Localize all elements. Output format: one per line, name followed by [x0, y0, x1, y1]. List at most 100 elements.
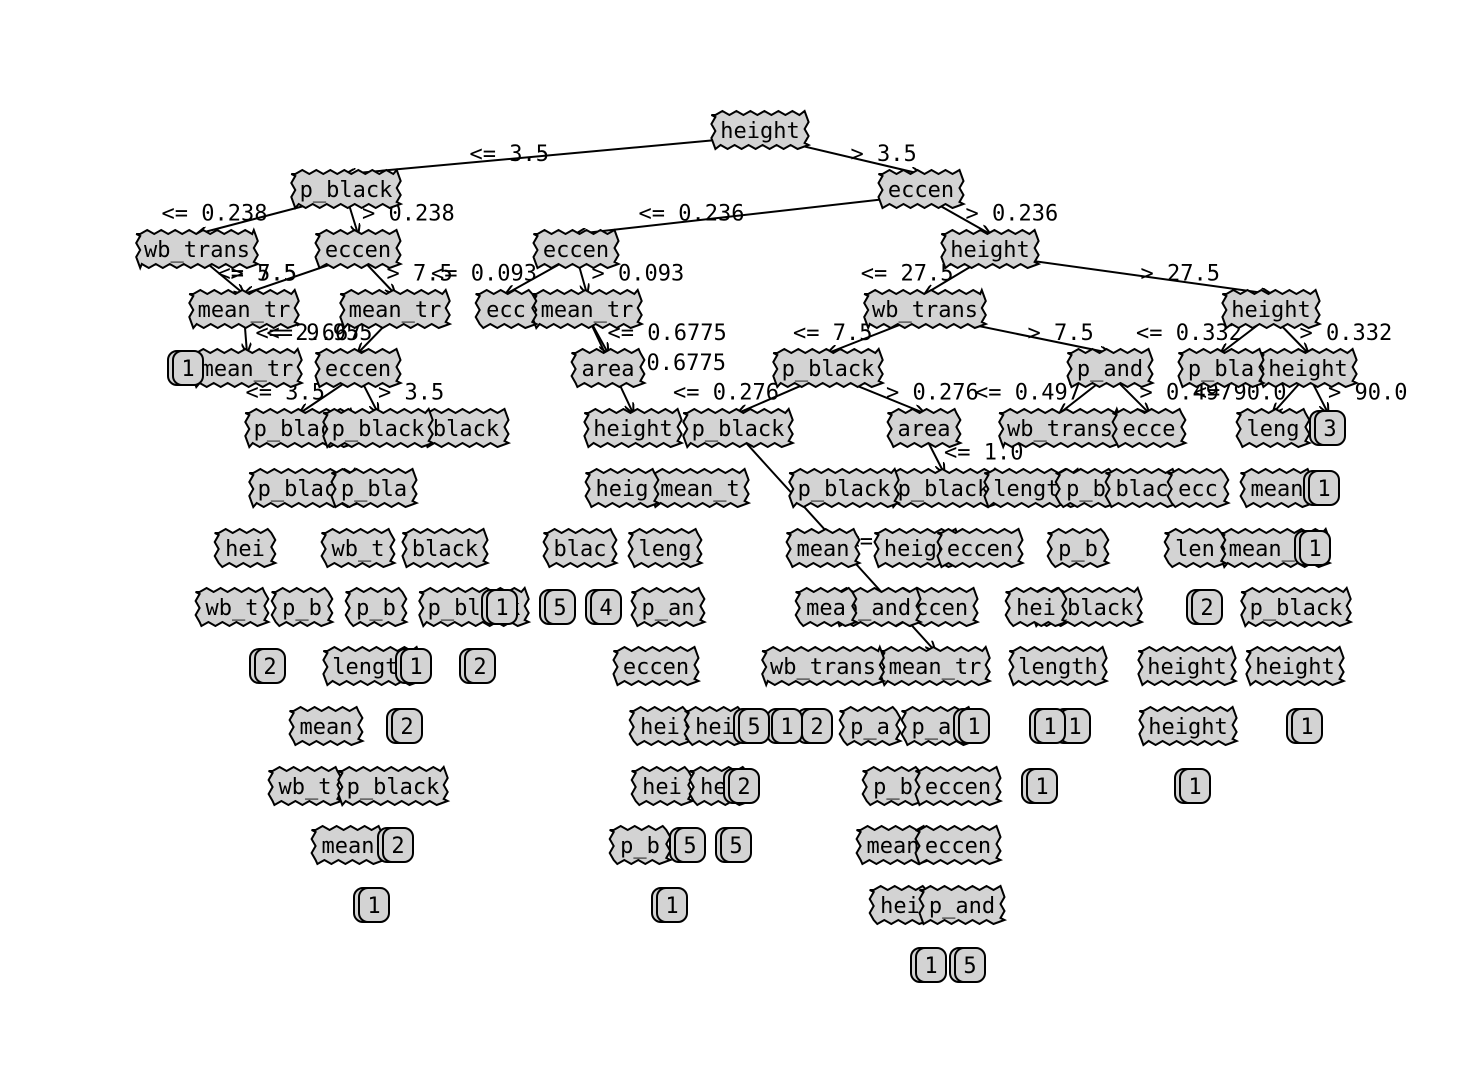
node-box: [570, 347, 647, 389]
node-box: [877, 168, 967, 210]
node-box: [630, 586, 707, 628]
node-box: [320, 527, 397, 569]
tree-node: p_bla: [330, 467, 420, 509]
node-label: p_black: [300, 178, 393, 203]
tree-node: black: [422, 407, 512, 449]
leaf-label: 2: [263, 655, 276, 680]
tree-node: eccen: [532, 228, 622, 270]
node-box: [1177, 347, 1267, 389]
node-box: [531, 288, 645, 330]
node-box: [1004, 586, 1069, 628]
leaf-label: 4: [599, 596, 612, 621]
leaf-box: [1314, 410, 1346, 446]
leaf-label: 2: [473, 655, 486, 680]
node-label: mean_tr: [889, 655, 982, 680]
node-label: height: [720, 119, 799, 144]
tree-node: eccen: [914, 765, 1004, 807]
tree-node: length: [1008, 645, 1110, 687]
node-box: [1008, 645, 1110, 687]
leaf-label: 2: [400, 715, 413, 740]
tree-leaf: 1: [1029, 708, 1066, 744]
leaf-label: 5: [553, 596, 566, 621]
node-box: [1046, 527, 1111, 569]
node-label: area: [898, 417, 951, 442]
edge-split-label: > 0.276: [886, 381, 979, 406]
tree-node: p_and: [918, 884, 1008, 926]
tree-leaf: 5: [733, 708, 770, 744]
tree-node: height: [710, 109, 812, 151]
node-box: [1235, 407, 1312, 449]
node-box: [886, 407, 963, 449]
tree-leaf: 1: [353, 887, 390, 923]
node-label: height: [1255, 655, 1334, 680]
leaf-box: [486, 589, 518, 625]
tree-node: p_b: [270, 586, 335, 628]
tree-node: p_black: [772, 347, 886, 389]
node-label: hei: [640, 715, 680, 740]
edge-split-label: <= 0.236: [639, 202, 745, 227]
node-label: p_bla: [1188, 357, 1254, 382]
leaf-box: [1026, 768, 1058, 804]
node-label: p_b: [1058, 537, 1098, 562]
node-box: [532, 228, 622, 270]
leaf-label: 2: [391, 834, 404, 859]
tree-node: mean: [855, 824, 932, 866]
leaf-label: 2: [810, 715, 823, 740]
node-label: wb_t: [206, 596, 259, 621]
tree-node: wb_trans: [135, 227, 261, 271]
node-label: mean_t: [660, 477, 739, 502]
leaf-label: 5: [683, 834, 696, 859]
leaf-box: [656, 887, 688, 923]
node-label: height: [593, 417, 672, 442]
leaf-label: 1: [1188, 775, 1201, 800]
tree-node: hei: [683, 705, 748, 747]
tree-node: black: [401, 527, 491, 569]
node-box: [682, 407, 796, 449]
node-label: height: [1148, 715, 1227, 740]
tree-node: wb_t: [267, 765, 344, 807]
node-label: p_b: [1066, 477, 1106, 502]
node-label: area: [582, 357, 635, 382]
node-box: [135, 227, 261, 271]
node-box: [1240, 586, 1354, 628]
leaf-box: [771, 708, 803, 744]
node-label: p_black: [347, 775, 440, 800]
leaf-box: [728, 768, 760, 804]
leaf-label: 5: [729, 834, 742, 859]
tree-node: area: [570, 347, 647, 389]
edge-split-label: <= 0.276: [673, 381, 779, 406]
node-box: [290, 168, 404, 210]
node-label: p_and: [929, 894, 995, 919]
node-label: wb_t: [279, 775, 332, 800]
tree-node: wb_trans: [761, 644, 887, 688]
tree-node: ecce: [1111, 407, 1188, 449]
node-label: length: [1018, 655, 1097, 680]
tree-leaf: 2: [1186, 589, 1223, 625]
tree-leaf: 5: [949, 947, 986, 983]
tree-leaf: 4: [585, 589, 622, 625]
tree-edge: [989, 254, 1271, 294]
tree-node: mean: [785, 527, 862, 569]
tree-leaf: 3: [1309, 410, 1346, 446]
tree-node: mean_tr: [879, 645, 993, 687]
node-box: [1239, 467, 1316, 509]
edge-split-label: <= 7.5: [793, 321, 872, 346]
tree-leaf: 1: [910, 947, 947, 983]
node-box: [1245, 645, 1347, 687]
node-box: [584, 467, 661, 509]
tree-node: wb_t: [320, 527, 397, 569]
tree-node: p_a: [838, 705, 903, 747]
node-label: leng: [639, 537, 692, 562]
tree-leaf: 5: [669, 827, 706, 863]
tree-node: p_and: [1066, 347, 1156, 389]
leaf-box: [738, 708, 770, 744]
tree-leaf: 1: [1303, 470, 1340, 506]
node-box: [267, 765, 344, 807]
tree-node: height: [940, 228, 1042, 270]
node-label: p_black: [332, 417, 425, 442]
edge-split-label: <= 27.5: [861, 262, 954, 287]
node-box: [998, 406, 1124, 450]
node-label: blac: [1116, 477, 1169, 502]
node-box: [863, 287, 989, 331]
node-label: height: [950, 238, 1029, 263]
